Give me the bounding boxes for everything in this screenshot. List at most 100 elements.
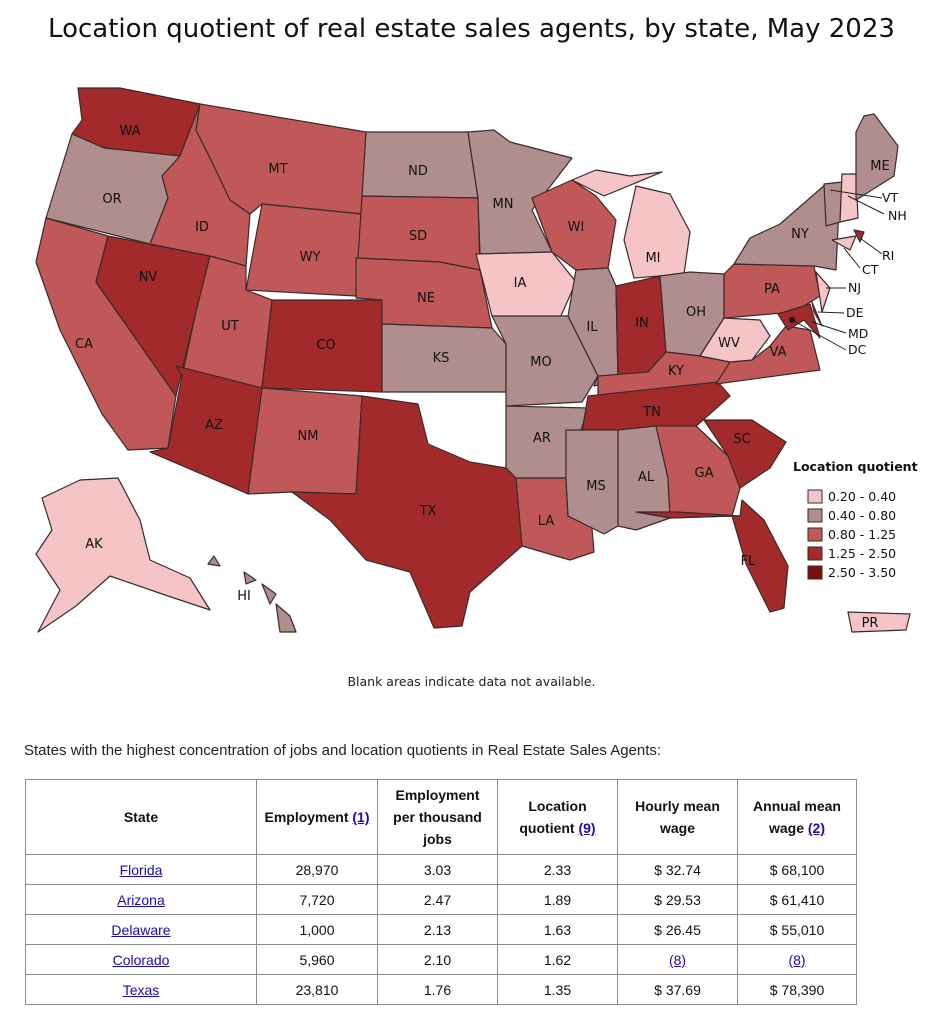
label-sc: SC: [733, 432, 750, 447]
label-pr: PR: [862, 616, 879, 631]
state-pr[interactable]: [847, 611, 911, 633]
header-annual-label: Annual mean wage: [753, 798, 841, 836]
label-mt: MT: [268, 162, 287, 177]
legend-swatch-4: [807, 546, 823, 561]
state-md[interactable]: [777, 303, 821, 339]
label-wi: WI: [568, 220, 585, 235]
cell-employment: 28,970: [256, 854, 378, 885]
cell-hourly: $ 26.45: [617, 914, 738, 945]
legend-label-2: 0.40 - 0.80: [828, 508, 896, 523]
label-ne: NE: [417, 291, 435, 306]
cell-annual: $ 68,100: [737, 854, 857, 885]
legend-swatch-5: [807, 565, 823, 580]
state-fl[interactable]: [635, 499, 789, 613]
annual-footnote-link[interactable]: (2): [807, 820, 826, 836]
state-sc[interactable]: [703, 419, 787, 489]
label-vt: VT: [882, 190, 899, 205]
state-link[interactable]: Arizona: [117, 891, 165, 908]
label-md: MD: [848, 326, 868, 341]
label-co: CO: [316, 338, 335, 353]
label-mn: MN: [493, 197, 514, 212]
legend-swatch-2: [807, 508, 823, 523]
state-tn[interactable]: [581, 381, 731, 433]
state-ct[interactable]: [831, 235, 857, 251]
cell-employment: 1,000: [256, 914, 378, 945]
table-intro: States with the highest concentration of…: [24, 742, 662, 759]
page-title: Location quotient of real estate sales a…: [48, 14, 895, 44]
label-or: OR: [102, 192, 121, 207]
annual-footnote-link[interactable]: (8): [788, 951, 806, 968]
us-map: WA OR CA NV ID MT WY UT AZ CO NM ND SD N…: [35, 87, 918, 633]
label-al: AL: [638, 470, 655, 485]
state-hi[interactable]: [207, 555, 297, 633]
legend-swatch-3: [807, 527, 823, 542]
table-header-row: State Employment (1) Employment per thou…: [25, 779, 857, 855]
cell-per-thousand: 2.10: [377, 944, 498, 975]
state-ga[interactable]: [655, 425, 741, 519]
label-ny: NY: [791, 227, 809, 242]
state-link[interactable]: Colorado: [112, 951, 170, 968]
label-nm: NM: [298, 429, 319, 444]
label-nh: NH: [888, 208, 907, 223]
state-nj[interactable]: [815, 271, 831, 313]
state-de[interactable]: [811, 301, 823, 327]
cell-annual: $ 61,410: [737, 884, 857, 915]
state-wv[interactable]: [699, 317, 771, 363]
lq-footnote-link[interactable]: (9): [578, 820, 596, 836]
cell-state: Colorado: [25, 944, 257, 975]
cell-state: Texas: [25, 974, 257, 1005]
cell-annual: $ 78,390: [737, 974, 857, 1005]
label-ct: CT: [862, 262, 879, 277]
label-az: AZ: [205, 418, 223, 433]
state-mn[interactable]: [467, 129, 573, 255]
header-location-quotient: Location quotient (9): [497, 779, 618, 855]
state-ri[interactable]: [853, 229, 865, 243]
label-nd: ND: [408, 164, 428, 179]
cell-per-thousand: 3.03: [377, 854, 498, 885]
cell-lq: 1.62: [497, 944, 618, 975]
cell-state: Florida: [25, 854, 257, 885]
cell-lq: 1.63: [497, 914, 618, 945]
state-me[interactable]: [855, 113, 899, 201]
state-vt[interactable]: [823, 181, 843, 227]
cell-annual: $ 55,010: [737, 914, 857, 945]
employment-footnote-link[interactable]: (1): [352, 809, 370, 825]
label-dc: DC: [848, 342, 867, 357]
label-id: ID: [195, 220, 209, 235]
cell-hourly: (8): [617, 944, 738, 975]
header-per-thousand: Employment per thousand jobs: [377, 779, 498, 855]
state-ia[interactable]: [475, 251, 577, 319]
label-ms: MS: [586, 479, 605, 494]
hourly-footnote-link[interactable]: (8): [668, 951, 687, 968]
label-la: LA: [538, 514, 555, 529]
cell-employment: 5,960: [256, 944, 378, 975]
cell-per-thousand: 2.47: [377, 884, 498, 915]
state-link[interactable]: Florida: [119, 861, 163, 878]
cell-state: Delaware: [25, 914, 257, 945]
label-oh: OH: [686, 305, 706, 320]
cell-hourly: $ 32.74: [617, 854, 738, 885]
table-row: Colorado 5,960 2.10 1.62 (8) (8): [25, 944, 857, 975]
label-sd: SD: [409, 229, 427, 244]
header-annual-wage: Annual mean wage (2): [737, 779, 857, 855]
header-state: State: [25, 779, 257, 855]
state-link[interactable]: Delaware: [111, 921, 171, 938]
state-ak[interactable]: [35, 477, 211, 633]
cell-hourly: $ 29.53: [617, 884, 738, 915]
legend-title: Location quotient: [793, 459, 918, 474]
state-nh[interactable]: [839, 173, 859, 223]
cell-employment: 23,810: [256, 974, 378, 1005]
header-employment: Employment (1): [256, 779, 378, 855]
legend-label-1: 0.20 - 0.40: [828, 489, 896, 504]
table-row: Texas 23,810 1.76 1.35 $ 37.69 $ 78,390: [25, 974, 857, 1005]
label-ky: KY: [668, 364, 684, 379]
cell-employment: 7,720: [256, 884, 378, 915]
state-link[interactable]: Texas: [122, 981, 160, 998]
label-de: DE: [846, 305, 864, 320]
dc-marker: [789, 317, 795, 323]
cell-hourly: $ 37.69: [617, 974, 738, 1005]
state-tx[interactable]: [291, 395, 523, 629]
cell-per-thousand: 2.13: [377, 914, 498, 945]
label-mi: MI: [645, 251, 660, 266]
label-il: IL: [586, 320, 598, 335]
